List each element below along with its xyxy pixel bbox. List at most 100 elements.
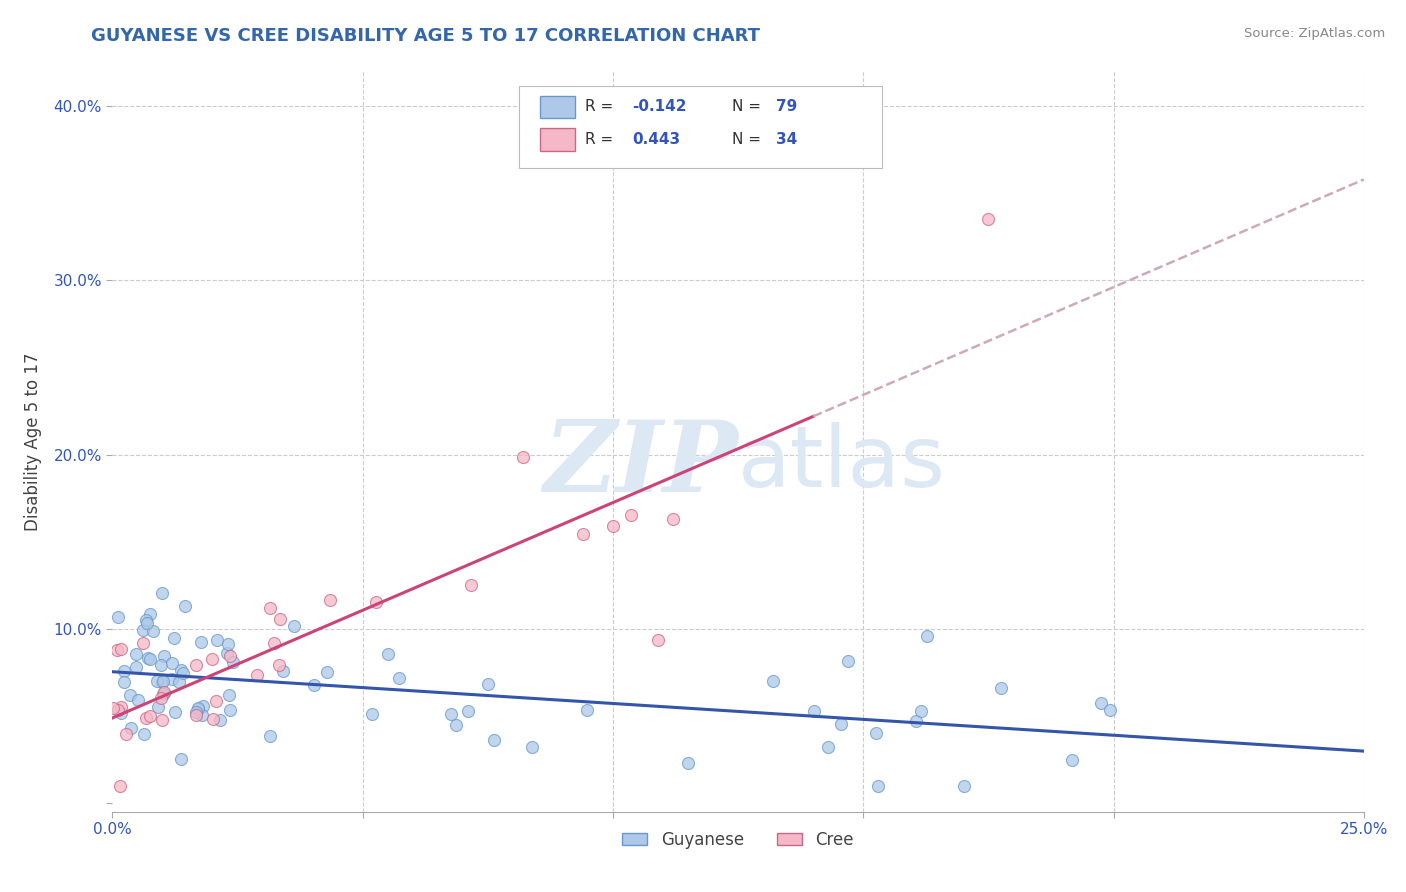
Point	[259, 600, 281, 615]
Point	[817, 739, 839, 754]
Point	[139, 607, 162, 621]
Point	[170, 752, 193, 766]
Point	[139, 651, 162, 665]
Point	[152, 687, 174, 701]
Point	[184, 705, 207, 719]
Point	[647, 632, 669, 647]
Point	[246, 668, 269, 682]
Point	[160, 657, 183, 671]
Point	[512, 450, 534, 464]
Point	[865, 725, 887, 739]
Point	[115, 727, 138, 741]
Point	[107, 703, 129, 717]
Point	[910, 705, 932, 719]
Point	[118, 688, 141, 702]
Point	[837, 654, 859, 668]
Point	[219, 648, 242, 663]
Point	[163, 631, 186, 645]
Point	[107, 643, 129, 657]
Point	[135, 616, 157, 631]
Point	[620, 508, 643, 522]
Point	[173, 599, 195, 614]
Point	[170, 663, 193, 677]
Point	[263, 636, 285, 650]
Point	[208, 714, 231, 728]
Point	[152, 686, 174, 700]
Point	[167, 674, 190, 689]
Point	[377, 647, 399, 661]
Point	[110, 779, 132, 793]
Point	[112, 665, 135, 679]
Point	[269, 611, 291, 625]
Point	[222, 656, 245, 670]
Point	[127, 693, 149, 707]
Point	[146, 674, 169, 689]
Point	[184, 708, 207, 723]
Point	[172, 665, 194, 680]
Point	[152, 673, 174, 688]
Point	[186, 658, 208, 673]
Point	[439, 707, 461, 722]
Point	[460, 578, 482, 592]
Point	[112, 675, 135, 690]
Point	[457, 704, 479, 718]
Point	[191, 698, 214, 713]
Point	[125, 660, 148, 674]
Point	[761, 674, 783, 689]
Point	[190, 635, 212, 649]
Point	[153, 648, 176, 663]
Point	[150, 713, 173, 727]
Point	[830, 716, 852, 731]
Point	[132, 636, 155, 650]
Point	[259, 730, 281, 744]
Point	[388, 671, 411, 685]
Text: N =: N =	[733, 99, 766, 114]
Point	[602, 519, 624, 533]
Point	[107, 610, 129, 624]
Point	[866, 779, 889, 793]
Y-axis label: Disability Age 5 to 17: Disability Age 5 to 17	[24, 352, 42, 531]
Point	[101, 701, 124, 715]
Point	[205, 694, 228, 708]
Point	[136, 650, 159, 665]
Point	[990, 681, 1012, 695]
Point	[484, 732, 506, 747]
Text: 0.443: 0.443	[631, 132, 681, 147]
Text: GUYANESE VS CREE DISABILITY AGE 5 TO 17 CORRELATION CHART: GUYANESE VS CREE DISABILITY AGE 5 TO 17 …	[91, 27, 761, 45]
Point	[132, 623, 155, 637]
Point	[977, 212, 1000, 227]
Point	[217, 637, 239, 651]
Point	[271, 665, 294, 679]
Point	[572, 527, 595, 541]
Point	[132, 727, 155, 741]
Point	[135, 711, 157, 725]
FancyBboxPatch shape	[519, 87, 882, 168]
Text: -0.142: -0.142	[631, 99, 686, 114]
Point	[215, 646, 238, 660]
Point	[120, 721, 142, 735]
Point	[165, 706, 187, 720]
Point	[160, 672, 183, 686]
Point	[205, 633, 228, 648]
Legend: Guyanese, Cree: Guyanese, Cree	[616, 824, 860, 855]
Text: Source: ZipAtlas.com: Source: ZipAtlas.com	[1244, 27, 1385, 40]
Point	[1090, 697, 1112, 711]
Point	[283, 619, 305, 633]
Point	[575, 703, 598, 717]
Point	[267, 657, 290, 672]
Point	[477, 677, 499, 691]
Point	[200, 652, 222, 666]
Point	[219, 703, 242, 717]
Point	[803, 704, 825, 718]
Point	[316, 665, 339, 679]
Point	[110, 706, 132, 720]
Point	[302, 678, 325, 692]
Point	[915, 629, 938, 643]
Point	[149, 657, 172, 672]
Point	[953, 779, 976, 793]
Point	[152, 685, 174, 699]
Point	[187, 701, 209, 715]
Text: R =: R =	[585, 132, 619, 147]
Text: ZIP: ZIP	[543, 416, 738, 512]
Point	[218, 688, 240, 702]
